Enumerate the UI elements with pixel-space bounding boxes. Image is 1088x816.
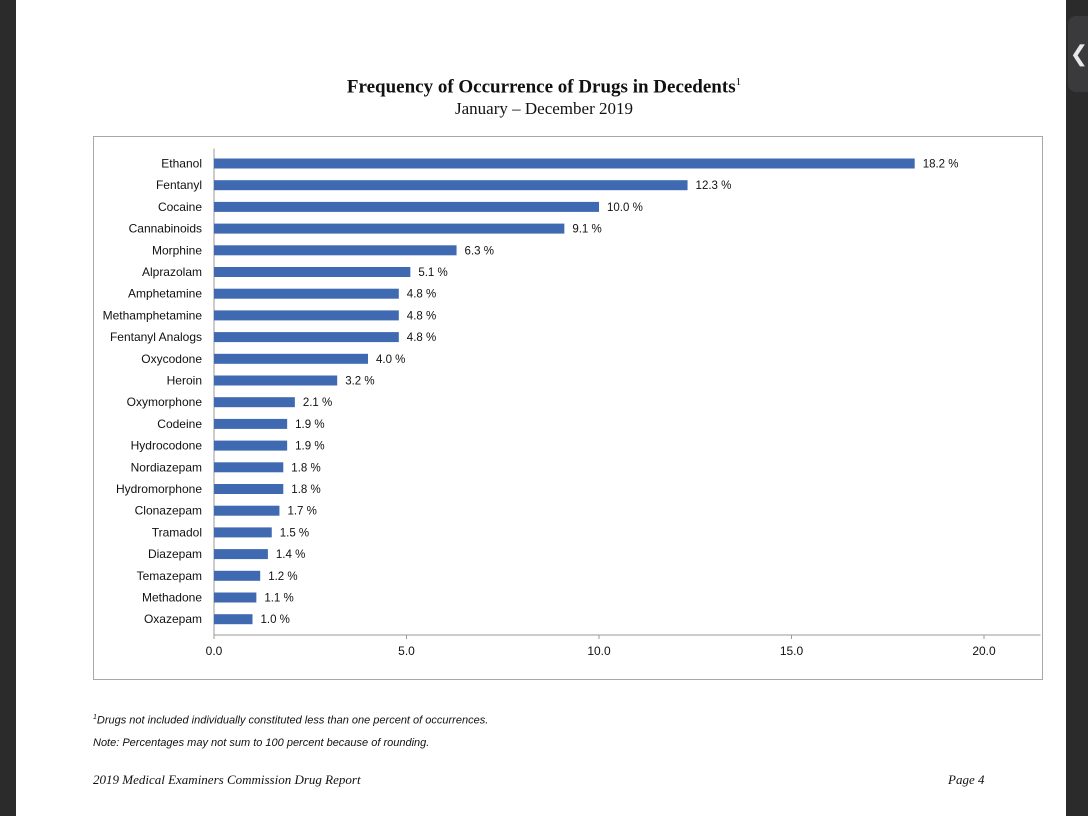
category-label: Fentanyl Analogs xyxy=(110,330,202,344)
value-label: 6.3 % xyxy=(465,245,494,257)
chart-title-text: Frequency of Occurrence of Drugs in Dece… xyxy=(346,76,736,98)
value-label: 1.7 % xyxy=(287,506,316,518)
x-tick-label: 5.0 xyxy=(398,644,415,658)
bar-tramadol xyxy=(214,527,272,538)
category-label: Hydromorphone xyxy=(116,482,202,496)
chart-title: Frequency of Occurrence of Drugs in Dece… xyxy=(0,76,1088,98)
category-label: Tramadol xyxy=(152,525,202,539)
bar-temazepam xyxy=(214,570,261,581)
category-label: Cocaine xyxy=(158,200,202,214)
bar-oxazepam xyxy=(214,614,253,625)
category-label: Methamphetamine xyxy=(103,308,203,322)
category-label: Clonazepam xyxy=(135,504,202,518)
bar-nordiazepam xyxy=(214,462,284,473)
value-label: 10.0 % xyxy=(607,202,643,214)
category-label: Cannabinoids xyxy=(129,222,202,236)
x-tick-label: 20.0 xyxy=(972,644,996,658)
bar-morphine xyxy=(214,245,457,256)
value-label: 1.0 % xyxy=(261,614,290,626)
footnote-mark: 1 xyxy=(93,714,97,721)
bar-chart: Ethanol 18.2 % Fentanyl 12.3 % Cocaine 10.0 %… xyxy=(103,148,1041,658)
value-label: 4.8 % xyxy=(407,332,436,344)
x-tick-label: 0.0 xyxy=(206,644,223,658)
footer-page-number: Page 4 xyxy=(948,772,985,787)
sidebar-toggle-tab[interactable]: ❮ xyxy=(1068,16,1088,92)
bar-diazepam xyxy=(214,549,268,560)
bar-fentanyl xyxy=(214,180,688,191)
value-label: 2.1 % xyxy=(303,397,332,409)
value-label: 3.2 % xyxy=(345,376,374,388)
chart-frame: Ethanol 18.2 % Fentanyl 12.3 % Cocaine 10.0 %… xyxy=(93,136,1043,680)
bar-hydromorphone xyxy=(214,484,284,494)
value-label: 5.1 % xyxy=(418,267,447,279)
bar-oxycodone xyxy=(214,353,368,364)
value-label: 12.3 % xyxy=(696,180,732,192)
bar-alprazolam xyxy=(214,267,411,277)
bar-cocaine xyxy=(214,201,599,212)
value-label: 4.0 % xyxy=(376,354,405,366)
chart-subtitle: January – December 2019 xyxy=(455,99,633,118)
footnote-text: Drugs not included individually constitu… xyxy=(96,714,489,727)
value-label: 1.8 % xyxy=(291,484,320,496)
value-label: 1.5 % xyxy=(280,527,309,539)
value-label: 1.1 % xyxy=(264,593,293,605)
category-label: Fentanyl xyxy=(156,178,202,192)
bar-cannabinoids xyxy=(214,223,565,234)
category-label: Alprazolam xyxy=(142,265,202,279)
category-label: Oxazepam xyxy=(144,612,202,626)
category-label: Temazepam xyxy=(137,569,202,583)
bar-heroin xyxy=(214,375,338,386)
category-label: Heroin xyxy=(167,374,202,388)
value-label: 4.8 % xyxy=(407,310,436,322)
category-label: Methadone xyxy=(142,591,202,605)
chevron-left-icon: ❮ xyxy=(1069,41,1088,67)
value-label: 1.9 % xyxy=(295,441,324,453)
x-tick-label: 15.0 xyxy=(780,644,804,658)
value-label: 1.4 % xyxy=(276,549,305,561)
value-label: 9.1 % xyxy=(572,224,601,236)
category-label: Morphine xyxy=(152,243,202,257)
category-label: Nordiazepam xyxy=(131,460,202,474)
rounding-note: Note: Percentages may not sum to 100 per… xyxy=(93,737,430,749)
bar-methadone xyxy=(214,592,257,603)
footer-report-title: 2019 Medical Examiners Commission Drug R… xyxy=(93,772,361,787)
value-label: 4.8 % xyxy=(407,289,436,301)
x-tick-label: 10.0 xyxy=(587,644,611,658)
footnote: 1Drugs not included individually constit… xyxy=(93,714,488,727)
bar-codeine xyxy=(214,418,288,429)
category-label: Oxycodone xyxy=(141,352,202,366)
bar-methamphetamine xyxy=(214,310,399,321)
bar-oxymorphone xyxy=(214,397,295,408)
category-label: Ethanol xyxy=(161,157,202,171)
title-footnote-mark: 1 xyxy=(735,76,742,88)
value-label: 1.2 % xyxy=(268,571,297,583)
value-label: 18.2 % xyxy=(923,159,959,171)
category-label: Diazepam xyxy=(148,547,202,561)
bar-amphetamine xyxy=(214,288,399,299)
bar-hydrocodone xyxy=(214,440,288,451)
bar-ethanol xyxy=(214,158,915,169)
category-label: Oxymorphone xyxy=(127,395,203,409)
value-label: 1.9 % xyxy=(295,419,324,431)
category-label: Hydrocodone xyxy=(131,439,203,453)
bar-clonazepam xyxy=(214,505,280,516)
bar-fentanyl-analogs xyxy=(214,332,399,343)
category-label: Codeine xyxy=(157,417,202,431)
value-label: 1.8 % xyxy=(291,462,320,474)
category-label: Amphetamine xyxy=(128,287,202,301)
